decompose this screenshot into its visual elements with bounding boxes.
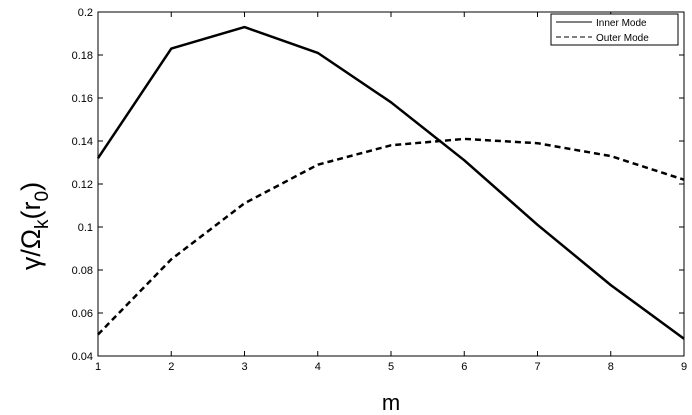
y-tick-label: 0.16: [72, 93, 93, 105]
x-tick-label: 4: [315, 361, 321, 373]
y-label-sub-0: 0: [32, 191, 53, 202]
y-label-r: r: [16, 201, 46, 210]
legend-label-outer-mode: Outer Mode: [596, 33, 649, 44]
y-tick-label: 0.18: [72, 50, 93, 62]
x-tick-label: 7: [534, 361, 540, 373]
x-axis-ticks: 1 2 3 4 5 6 7 8 9: [95, 12, 687, 373]
y-label-gamma: γ: [16, 256, 46, 270]
legend: Inner Mode Outer Mode: [550, 13, 679, 46]
series-line-inner-mode: [96, 25, 685, 340]
legend-box: [550, 13, 679, 46]
y-label-close-paren: ): [16, 182, 46, 191]
x-tick-label: 8: [608, 361, 614, 373]
y-label-omega: Ω: [16, 229, 46, 249]
x-axis-label: m: [382, 390, 400, 415]
x-tick-label: 2: [168, 361, 174, 373]
y-tick-label: 0.2: [78, 7, 93, 19]
y-tick-label: 0.1: [78, 222, 93, 234]
y-label-sub-k: k: [32, 219, 53, 229]
x-tick-label: 3: [241, 361, 247, 373]
series-line-outer-mode: [97, 137, 685, 336]
y-label-open-paren: (: [16, 210, 46, 219]
y-tick-label: 0.12: [72, 179, 93, 191]
x-tick-label: 6: [461, 361, 467, 373]
x-tick-label: 5: [388, 361, 394, 373]
x-tick-label: 9: [681, 361, 687, 373]
x-tick-label: 1: [95, 361, 101, 373]
y-tick-label: 0.14: [72, 136, 93, 148]
legend-label-inner-mode: Inner Mode: [596, 18, 647, 29]
series-layer: [96, 25, 685, 340]
y-tick-label: 0.04: [72, 351, 93, 363]
y-tick-label: 0.08: [72, 265, 93, 277]
plot-frame: [97, 11, 685, 357]
svg-text:γ/Ωk(r0): γ/Ωk(r0): [16, 182, 53, 270]
y-label-slash: /: [16, 249, 46, 257]
plot-area: [97, 11, 685, 357]
y-axis-label: γ/Ωk(r0): [16, 182, 53, 270]
y-axis-ticks: 0.04 0.06 0.08 0.1 0.12 0.14 0.16 0.18 0.2: [72, 7, 684, 363]
y-tick-label: 0.06: [72, 308, 93, 320]
